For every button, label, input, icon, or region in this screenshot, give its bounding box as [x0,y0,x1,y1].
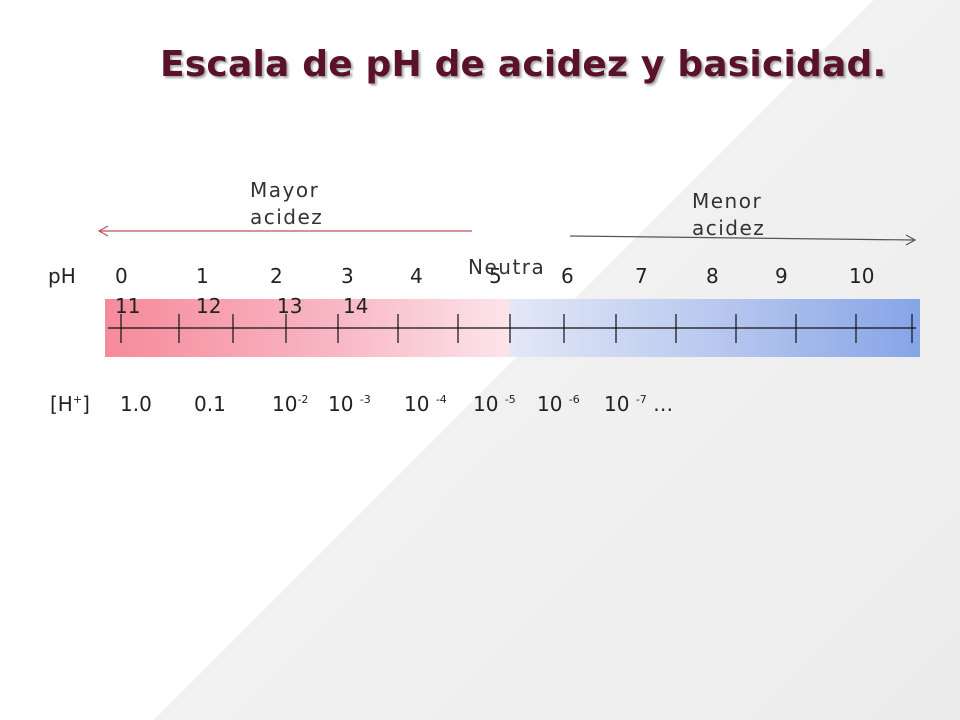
ph-value: 10 [849,264,875,288]
arrow-left-acidity [97,225,472,237]
h-value: 1.0 [120,392,152,416]
h-value: 10 -6 [537,392,580,416]
ph-row-label: pH [48,264,76,288]
ph-value: 8 [706,264,719,288]
ph-value: 13 [277,294,303,318]
h-value: 10 -5 [473,392,516,416]
ph-value: 1 [196,264,209,288]
arrow-right-basicity [569,234,917,246]
h-value: 10 -4 [404,392,447,416]
h-value: 0.1 [194,392,226,416]
menor-acidez-label: Menor acidez [692,189,766,240]
ph-value: 2 [270,264,283,288]
ph-value: 5 [489,264,502,288]
h-value: 10 -7 … [604,392,674,416]
ph-value: 0 [115,264,128,288]
neutra-label: Neutra [468,255,546,279]
ph-value: 4 [410,264,423,288]
ph-value: 14 [343,294,369,318]
ph-value: 12 [196,294,222,318]
ph-value: 9 [775,264,788,288]
page-title: Escala de pH de acidez y basicidad. [160,44,887,85]
ph-value: 7 [635,264,648,288]
ph-value: 3 [341,264,354,288]
h-row-label: [H+] [50,392,90,416]
ph-value: 6 [561,264,574,288]
h-value: 10-2 [272,392,309,416]
ph-value: 11 [115,294,141,318]
h-value: 10 -3 [328,392,371,416]
mayor-acidez-label: Mayor acidez [250,178,324,229]
